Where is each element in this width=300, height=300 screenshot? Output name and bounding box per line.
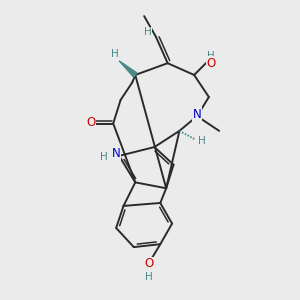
Text: O: O (86, 116, 96, 128)
Text: N: N (112, 147, 121, 160)
Text: H: H (207, 51, 215, 61)
Text: H: H (100, 152, 108, 162)
Text: O: O (206, 57, 215, 70)
Text: N: N (193, 108, 202, 121)
Text: H: H (111, 50, 119, 59)
Text: H: H (198, 136, 206, 146)
Text: H: H (145, 272, 152, 282)
Text: O: O (144, 257, 153, 270)
Text: H: H (144, 27, 152, 37)
Polygon shape (119, 61, 137, 77)
